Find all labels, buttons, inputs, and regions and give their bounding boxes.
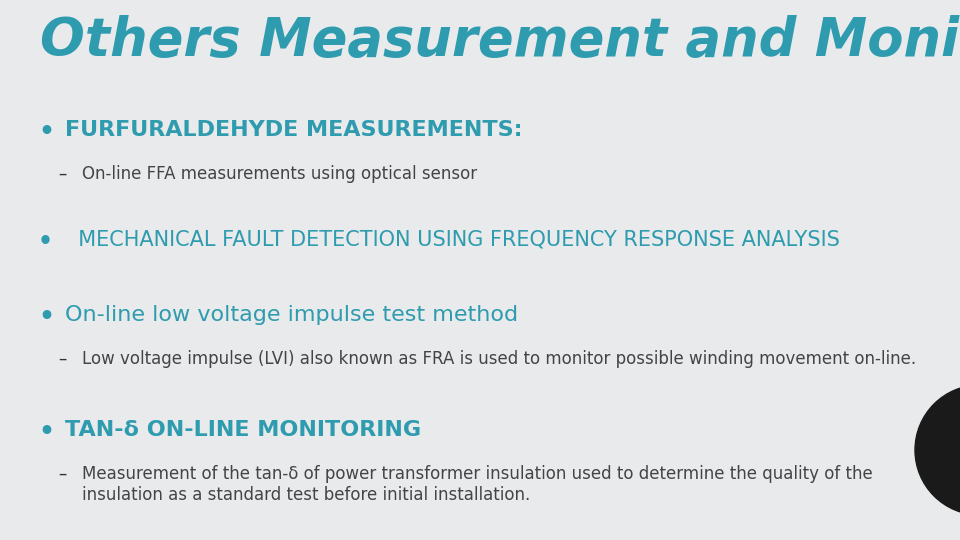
- Text: Others Measurement and Monitoring: Others Measurement and Monitoring: [40, 15, 960, 67]
- Text: •: •: [38, 420, 54, 444]
- Text: On-line FFA measurements using optical sensor: On-line FFA measurements using optical s…: [82, 165, 477, 183]
- Text: MECHANICAL FAULT DETECTION USING FREQUENCY RESPONSE ANALYSIS: MECHANICAL FAULT DETECTION USING FREQUEN…: [65, 230, 840, 250]
- Text: –: –: [58, 465, 66, 483]
- Text: On-line low voltage impulse test method: On-line low voltage impulse test method: [65, 305, 518, 325]
- Text: –: –: [58, 165, 66, 183]
- Text: FURFURALDEHYDE MEASUREMENTS:: FURFURALDEHYDE MEASUREMENTS:: [65, 120, 522, 140]
- Text: Measurement of the tan-δ of power transformer insulation used to determine the q: Measurement of the tan-δ of power transf…: [82, 465, 873, 504]
- Text: Low voltage impulse (LVI) also known as FRA is used to monitor possible winding : Low voltage impulse (LVI) also known as …: [82, 350, 916, 368]
- Text: •: •: [38, 305, 54, 329]
- Text: •: •: [38, 120, 54, 144]
- Text: TAN-δ ON-LINE MONITORING: TAN-δ ON-LINE MONITORING: [65, 420, 421, 440]
- Text: •: •: [38, 230, 53, 254]
- Circle shape: [915, 385, 960, 515]
- Text: –: –: [58, 350, 66, 368]
